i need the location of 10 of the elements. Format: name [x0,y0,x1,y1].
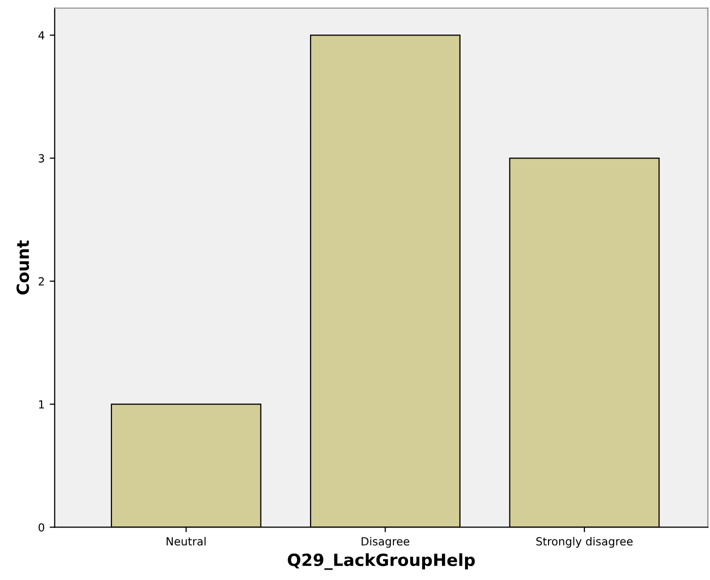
y-tick-label: 0 [38,523,44,532]
y-axis-title: Count [16,240,30,295]
x-tick-label: Neutral [166,536,206,546]
x-axis-title: Q29_LackGroupHelp [288,553,475,570]
y-tick-label: 3 [38,154,44,163]
y-tick-label: 4 [38,31,44,40]
x-tick-label: Strongly disagree [536,536,633,548]
x-tick-label: Disagree [362,536,410,548]
y-tick-label: 2 [38,277,44,286]
y-tick-label: 1 [39,400,44,408]
